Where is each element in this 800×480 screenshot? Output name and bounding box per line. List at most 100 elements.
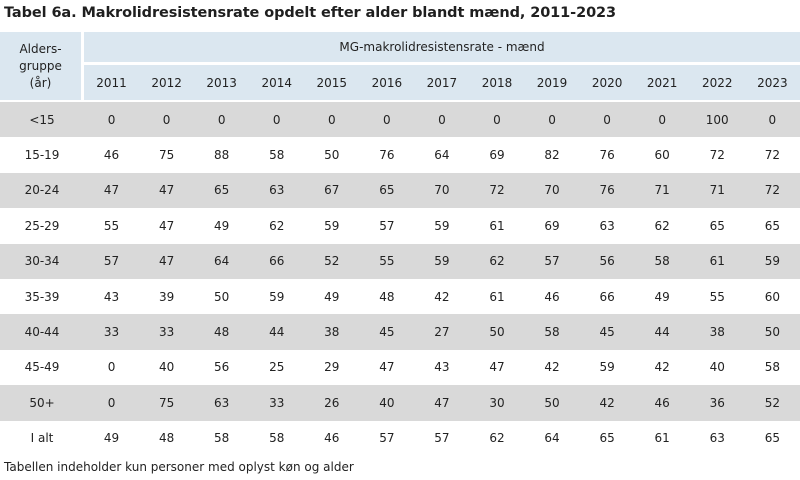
value-cell: 63 bbox=[249, 172, 305, 209]
value-cell: 49 bbox=[103, 431, 120, 446]
value-cell: 67 bbox=[304, 172, 360, 209]
value-cell: 0 bbox=[359, 102, 415, 138]
value-cell: 58 bbox=[764, 360, 781, 375]
value-cell: 71 bbox=[634, 172, 690, 209]
value-cell: 63 bbox=[599, 218, 615, 233]
value-cell: 59 bbox=[324, 218, 340, 233]
value-cell: 44 bbox=[634, 314, 690, 350]
value-cell: 58 bbox=[214, 431, 230, 446]
value-cell: 46 bbox=[634, 385, 690, 421]
value-cell: 43 bbox=[434, 360, 450, 375]
value-cell: 38 bbox=[304, 314, 360, 350]
table-row: 40-44 33 33 48 44 38 45 27 50 58 45 44 38 50 bbox=[0, 314, 800, 350]
value-cell: 65 bbox=[764, 218, 781, 233]
value-cell: 38 bbox=[689, 314, 745, 350]
table-row: 30-34 57 47 64 66 52 55 59 62 57 56 58 61 59 bbox=[0, 243, 800, 279]
value-cell: 33 bbox=[249, 385, 305, 421]
value-cell: 75 bbox=[139, 385, 195, 421]
table-row: 45-49 0 40 56 25 29 47 43 47 42 59 42 40 58 bbox=[0, 350, 800, 385]
year-header: 2019 bbox=[524, 65, 580, 102]
value-cell: 27 bbox=[414, 314, 470, 350]
value-cell: 72 bbox=[764, 148, 781, 163]
value-cell: 45 bbox=[579, 314, 635, 350]
value-cell: 47 bbox=[379, 360, 395, 375]
value-cell: 58 bbox=[269, 148, 285, 163]
value-cell: 70 bbox=[414, 172, 470, 209]
value-cell: 47 bbox=[158, 218, 175, 233]
value-cell: 0 bbox=[744, 102, 800, 138]
value-cell: 0 bbox=[304, 102, 360, 138]
value-cell: 59 bbox=[744, 243, 800, 279]
value-cell: 50 bbox=[744, 314, 800, 350]
value-cell: 0 bbox=[469, 102, 525, 138]
value-cell: 62 bbox=[489, 431, 505, 446]
value-cell: 59 bbox=[599, 360, 615, 375]
value-cell: 71 bbox=[689, 172, 745, 209]
value-cell: 46 bbox=[103, 148, 120, 163]
value-cell: 0 bbox=[139, 102, 195, 138]
value-cell: 25 bbox=[269, 360, 285, 375]
age-group-cell: 15-19 bbox=[24, 148, 60, 163]
value-cell: 0 bbox=[524, 102, 580, 138]
value-cell: 52 bbox=[304, 243, 360, 279]
value-cell: 26 bbox=[304, 385, 360, 421]
header-row-years: 2011 2012 2013 2014 2015 2016 2017 2018 2019 2020… bbox=[0, 65, 800, 102]
value-cell: 55 bbox=[709, 289, 725, 304]
value-cell: 47 bbox=[139, 243, 195, 279]
value-cell: 58 bbox=[269, 431, 285, 446]
value-cell: 55 bbox=[359, 243, 415, 279]
value-cell: 57 bbox=[524, 243, 580, 279]
value-cell: 50 bbox=[469, 314, 525, 350]
value-cell: 62 bbox=[654, 218, 670, 233]
value-cell: 72 bbox=[709, 148, 725, 163]
table-row: 50+ 0 75 63 33 26 40 47 30 50 42 46 36 52 bbox=[0, 385, 800, 421]
value-cell: 40 bbox=[709, 360, 725, 375]
value-cell: 46 bbox=[324, 431, 340, 446]
age-group-cell: 45-49 bbox=[24, 360, 60, 375]
age-group-cell: 25-29 bbox=[24, 218, 60, 233]
value-cell: 42 bbox=[544, 360, 560, 375]
value-cell: 69 bbox=[544, 218, 560, 233]
year-header: 2018 bbox=[469, 65, 525, 102]
value-cell: 57 bbox=[84, 243, 140, 279]
value-cell: 100 bbox=[689, 102, 745, 138]
value-cell: 65 bbox=[709, 218, 725, 233]
value-cell: 62 bbox=[269, 218, 285, 233]
table-row: 15-19 46 75 88 58 50 76 64 69 82 76 60 72 72 bbox=[0, 137, 800, 172]
value-cell: 48 bbox=[379, 289, 395, 304]
value-cell: 66 bbox=[249, 243, 305, 279]
age-group-cell: I alt bbox=[30, 431, 54, 446]
value-cell: 29 bbox=[324, 360, 340, 375]
value-cell: 48 bbox=[158, 431, 175, 446]
table-row: 35-39 43 39 50 59 49 48 42 61 46 66 49 55 60 bbox=[0, 279, 800, 314]
year-header: 2014 bbox=[249, 65, 305, 102]
value-cell: 0 bbox=[414, 102, 470, 138]
age-group-cell: 20-24 bbox=[0, 172, 84, 209]
value-cell: 69 bbox=[489, 148, 505, 163]
value-cell: 63 bbox=[194, 385, 250, 421]
value-cell: 45 bbox=[359, 314, 415, 350]
value-cell: 72 bbox=[469, 172, 525, 209]
value-cell: 76 bbox=[379, 148, 395, 163]
resistance-table: Alders- gruppe (år) MG-makrolidresistens… bbox=[0, 32, 800, 456]
value-cell: 56 bbox=[214, 360, 230, 375]
value-cell: 50 bbox=[524, 385, 580, 421]
value-cell: 49 bbox=[654, 289, 670, 304]
value-cell: 49 bbox=[214, 218, 230, 233]
value-cell: 0 bbox=[107, 360, 116, 375]
year-header: 2012 bbox=[139, 65, 195, 102]
table-row: I alt 49 48 58 58 46 57 57 62 64 65 61 63 65 bbox=[0, 421, 800, 456]
footnote: Tabellen indeholder kun personer med opl… bbox=[4, 460, 354, 474]
table-body: <15 0 0 0 0 0 0 0 0 0 0 0 100 0 15-19 46 75 88 58 50 76 64 69 8… bbox=[0, 102, 800, 456]
header-row-metric: Alders- gruppe (år) MG-makrolidresistens… bbox=[0, 32, 800, 102]
value-cell: 76 bbox=[599, 148, 615, 163]
value-cell: 48 bbox=[194, 314, 250, 350]
value-cell: 39 bbox=[158, 289, 175, 304]
value-cell: 44 bbox=[249, 314, 305, 350]
value-cell: 82 bbox=[544, 148, 560, 163]
value-cell: 0 bbox=[634, 102, 690, 138]
value-cell: 62 bbox=[469, 243, 525, 279]
year-header: 2013 bbox=[194, 65, 250, 102]
value-cell: 42 bbox=[654, 360, 670, 375]
value-cell: 72 bbox=[744, 172, 800, 209]
